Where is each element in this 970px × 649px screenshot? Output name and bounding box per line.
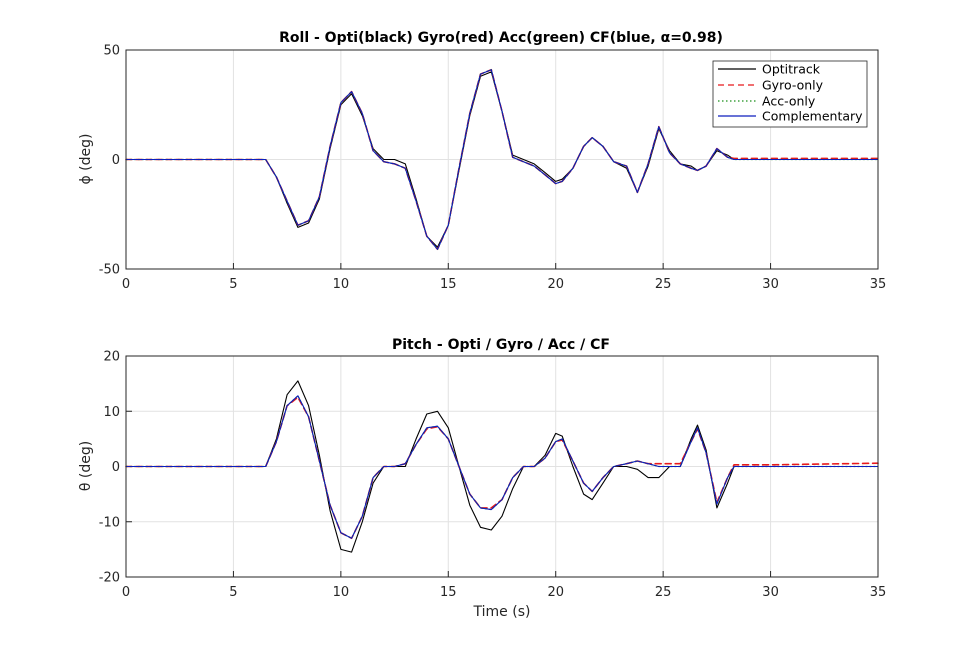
- pitch-x-tick-label: 30: [762, 585, 779, 600]
- roll-y-axis-label: ϕ (deg): [78, 134, 94, 185]
- pitch-series: [125, 380, 879, 553]
- roll-plot-frame: [125, 49, 879, 270]
- roll-x-tick-label: 25: [655, 277, 672, 292]
- legend-label-acc: Acc-only: [762, 94, 816, 109]
- pitch-y-tick-label: -20: [99, 571, 120, 586]
- roll-x-tick-label: 15: [440, 277, 457, 292]
- roll-series-complementary: [125, 69, 879, 250]
- roll-panel-title: Roll - Opti(black) Gyro(red) Acc(green) …: [279, 30, 723, 46]
- pitch-y-tick-label: 10: [103, 405, 120, 420]
- pitch-x-tick-label: 10: [333, 585, 350, 600]
- roll-x-tick-label: 30: [762, 277, 779, 292]
- pitch-x-tick-label: 35: [870, 585, 887, 600]
- pitch-x-tick-label: 5: [229, 585, 237, 600]
- pitch-y-axis-label: θ (deg): [78, 441, 94, 491]
- roll-x-tick-label: 0: [122, 277, 130, 292]
- pitch-y-tick-label: 20: [103, 350, 120, 365]
- legend-label-gyro: Gyro-only: [762, 78, 824, 93]
- pitch-plot-frame: [125, 355, 879, 578]
- legend-label-cf: Complementary: [762, 109, 863, 124]
- legend-box: [712, 60, 868, 128]
- pitch-ticks: 0 5 10 15 20 25 30 35 -20 -10 0 10 20: [99, 350, 887, 601]
- pitch-y-tick-label: 0: [112, 460, 120, 475]
- pitch-series-complementary: [125, 395, 879, 539]
- roll-series: [125, 68, 879, 251]
- legend-label-optitrack: Optitrack: [762, 62, 821, 77]
- roll-y-tick-label: 50: [103, 44, 120, 59]
- pitch-x-tick-label: 15: [440, 585, 457, 600]
- roll-panel: Roll - Opti(black) Gyro(red) Acc(green) …: [78, 30, 886, 292]
- pitch-x-axis-label: Time (s): [473, 604, 531, 620]
- pitch-x-tick-label: 25: [655, 585, 672, 600]
- roll-legend: Optitrack Gyro-only Acc-only Complementa…: [712, 60, 868, 128]
- roll-x-tick-label: 10: [333, 277, 350, 292]
- roll-y-tick-label: 0: [112, 153, 120, 168]
- pitch-panel: Pitch - Opti / Gyro / Acc / CF 0 5 10 15 20 2…: [78, 337, 886, 620]
- roll-x-tick-label: 5: [229, 277, 237, 292]
- pitch-y-tick-label: -10: [99, 515, 120, 530]
- pitch-panel-title: Pitch - Opti / Gyro / Acc / CF: [392, 337, 610, 353]
- roll-x-tick-label: 20: [547, 277, 564, 292]
- roll-x-tick-label: 35: [870, 277, 887, 292]
- pitch-x-tick-label: 0: [122, 585, 130, 600]
- pitch-x-tick-label: 20: [547, 585, 564, 600]
- roll-y-tick-label: -50: [99, 263, 120, 278]
